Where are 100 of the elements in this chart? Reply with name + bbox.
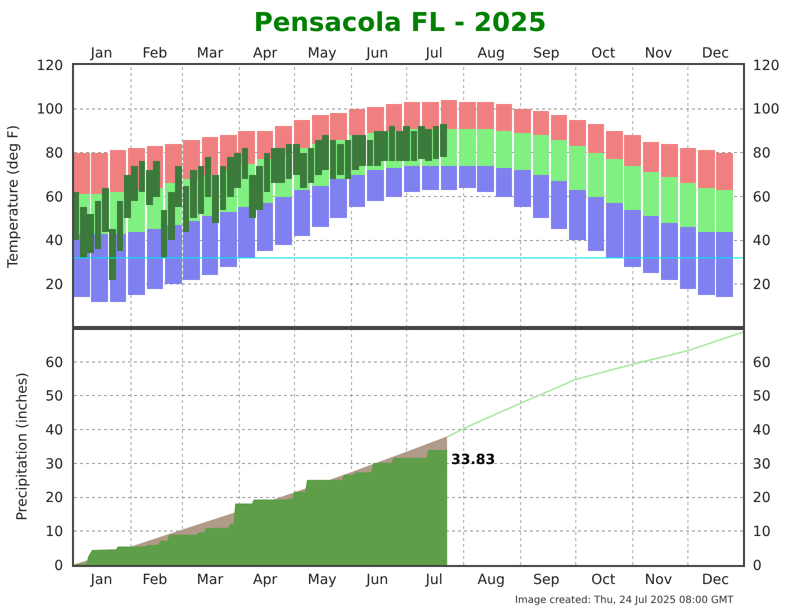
x-tick-label: Jul [424,572,443,588]
text: Image created: Thu, 24 Jul 2025 08:00 GMT [515,595,734,606]
bar [643,172,659,216]
bar [386,168,402,197]
bar [643,142,659,172]
y-tick-label: 80 [45,146,64,162]
x-tick-label: Sep [533,572,560,588]
bar [680,148,696,183]
y-tick-label: 30 [45,456,64,472]
y2-tick-label: 30 [752,456,771,472]
bar [533,135,549,175]
y-tick-label: 100 [36,102,64,118]
bar [404,166,420,192]
bar [422,166,439,190]
bar [441,166,457,190]
bar [514,109,531,133]
x-tick-label: Apr [253,572,278,588]
y-tick-label: 40 [45,422,64,438]
x-tick-label: Jan [90,572,112,588]
bar [680,227,696,289]
y-tick-label: 20 [45,277,64,294]
x-tick-label: Oct [591,572,616,588]
x-tick-label: Mar [196,45,224,62]
y-tick-label: 0 [54,558,64,574]
x-tick-label: Feb [142,572,168,588]
bar [514,170,531,207]
y2-tick-label: 20 [752,277,771,294]
bar [680,183,696,227]
bar [551,140,567,181]
y-axis-title: Precipitation (inches) [14,372,30,521]
x-tick-label: Sep [533,45,560,62]
bar [569,146,586,190]
y2-tick-label: 60 [752,189,771,206]
bar [275,197,292,245]
bar [294,120,310,148]
bar [643,216,659,273]
x-tick-label: Aug [478,45,505,62]
y-axis-title: Temperature (deg F) [6,125,22,269]
bar [367,170,384,201]
y-tick-label: 10 [45,524,64,540]
bar [569,190,586,240]
x-tick-label: Aug [478,572,505,588]
y-tick-label: 60 [45,189,64,206]
bar [496,131,512,168]
bar [661,177,678,223]
y2-tick-label: 40 [752,422,771,438]
bar [349,109,365,135]
bar [661,144,678,177]
y2-tick-label: 0 [752,558,762,574]
annotation: 33.83 [451,452,496,468]
x-tick-label: Nov [644,572,672,588]
bar [533,175,549,218]
y-tick-label: 40 [45,233,64,250]
bar [533,111,549,135]
bar [147,229,163,289]
bar [569,120,586,146]
y-tick-label: 20 [45,490,64,506]
x-tick-label: Jul [424,45,443,62]
y2-tick-label: 40 [752,233,771,250]
bar [404,102,420,129]
bar [202,216,218,275]
x-tick-label: Dec [702,45,729,62]
y2-tick-label: 20 [752,490,771,506]
x-tick-label: Jun [365,572,388,588]
bar [588,197,604,251]
y2-tick-label: 50 [752,388,771,405]
x-tick-label: Mar [196,572,224,588]
x-tick-label: Oct [591,45,616,62]
bar [588,153,604,197]
y-tick-label: 60 [45,354,64,371]
x-tick-label: Feb [142,45,168,62]
bar [349,175,365,207]
chart-title: Pensacola FL - 2025 [254,8,546,38]
bar [294,190,310,236]
y2-tick-label: 60 [752,354,771,371]
bar [386,104,402,131]
line-series [446,331,743,438]
bar [661,223,678,280]
y-tick-label: 120 [36,58,64,74]
bar [128,232,145,295]
bar [496,168,512,197]
y2-tick-label: 100 [752,102,780,118]
bar [551,115,567,140]
y2-tick-label: 80 [752,146,771,162]
bar [422,102,439,129]
x-tick-label: Jan [90,45,112,62]
x-tick-label: May [308,572,337,588]
x-tick-label: Nov [644,45,672,62]
bar [110,150,126,192]
y-tick-label: 50 [45,388,64,405]
x-tick-label: Apr [253,45,278,62]
x-tick-label: Dec [702,572,729,588]
bar [257,203,273,251]
y2-tick-label: 120 [752,58,780,74]
y2-tick-label: 10 [752,524,771,540]
bar [441,100,457,129]
x-tick-label: Jun [365,45,388,62]
x-tick-label: May [308,45,337,62]
bar [588,124,604,153]
bar [551,181,567,229]
